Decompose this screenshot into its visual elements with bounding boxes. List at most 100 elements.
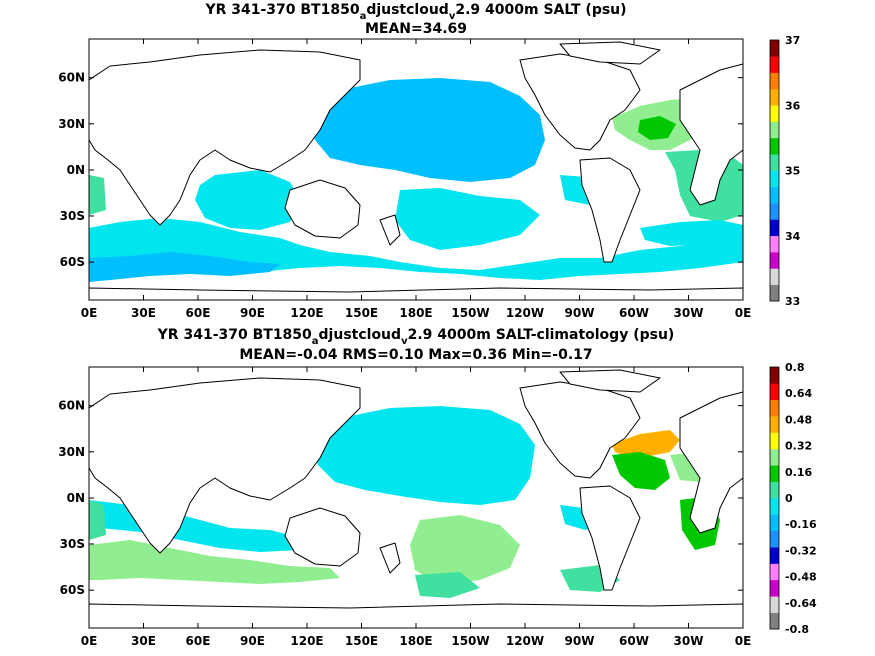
colorbar-swatch (770, 72, 779, 90)
colorbar-swatch (770, 530, 779, 548)
panel-1-region-pacific-north (310, 78, 545, 182)
x-tick-label: 60W (619, 634, 649, 648)
x-tick-label: 0E (81, 306, 98, 320)
x-tick-label: 150E (345, 306, 378, 320)
colorbar-label: 0.16 (785, 466, 812, 479)
colorbar-swatch (770, 284, 779, 302)
panel-2: YR 341-370 BT1850adjustcloudv2.9 4000m S… (58, 327, 817, 648)
panel-1-yticks: 60N 30N 0N 30S 60S (58, 71, 743, 269)
panel-2-colorbar: 0.8 0.64 0.48 0.32 0.16 0 -0.16 -0.32 -0.48 -0.64… (769, 361, 817, 636)
panel-2-subtitle: MEAN=-0.04 RMS=0.10 Max=0.36 Min=-0.17 (239, 347, 592, 363)
colorbar-swatch (770, 56, 779, 73)
y-tick-label: 30N (58, 445, 85, 459)
x-tick-label: 150E (345, 634, 378, 648)
colorbar-swatch (770, 399, 779, 417)
colorbar-swatch (770, 88, 779, 106)
panel-2-region-pacific-south (410, 515, 520, 585)
colorbar-swatch (770, 416, 779, 433)
panel-1-title: YR 341-370 BT1850adjustcloudv2.9 4000m S… (204, 2, 626, 22)
panel-1-xticks: 0E 30E 60E 90E 120E 150E 180E 150W 120W 90W 60W 30W… (81, 39, 752, 320)
panel-1-subtitle: MEAN=34.69 (365, 21, 467, 37)
colorbar-swatch (770, 268, 779, 285)
y-tick-label: 60N (58, 399, 85, 413)
x-tick-label: 30W (674, 634, 704, 648)
colorbar-swatch (770, 121, 779, 139)
y-tick-label: 0N (67, 163, 85, 177)
colorbar-label: 0.48 (785, 413, 812, 426)
colorbar-swatch (770, 481, 779, 499)
colorbar-label: 0.32 (785, 440, 812, 453)
colorbar-swatch (770, 448, 779, 466)
colorbar-swatch (770, 170, 779, 188)
colorbar-swatch (770, 252, 779, 269)
x-tick-label: 0E (735, 306, 752, 320)
colorbar-swatch (770, 40, 779, 57)
panel-1-region-south-deep (89, 252, 280, 282)
colorbar-swatch (770, 465, 779, 482)
colorbar-label: 35 (785, 165, 800, 178)
y-tick-label: 30N (58, 117, 85, 131)
colorbar-swatch (770, 186, 779, 204)
panel-2-region-atlantic-green (612, 452, 670, 490)
x-tick-label: 120W (506, 634, 544, 648)
colorbar-swatch (770, 105, 779, 122)
panel-2-coastlines (89, 369, 743, 628)
colorbar-swatch (770, 137, 779, 155)
panel-2-xticks: 0E 30E 60E 90E 120E 150E 180E 150W 120W 90W 60W 30W… (81, 367, 752, 648)
colorbar-swatch (770, 612, 779, 630)
x-tick-label: 180E (399, 634, 432, 648)
x-tick-label: 60E (186, 634, 211, 648)
panel-2-region-pacific-north (312, 406, 535, 505)
x-tick-label: 90E (240, 634, 265, 648)
x-tick-label: 120W (506, 306, 544, 320)
y-tick-label: 30S (60, 209, 85, 223)
colorbar-swatch (770, 547, 779, 564)
panel-2-region-west-edge (89, 500, 106, 540)
colorbar-swatch (770, 498, 779, 515)
x-tick-label: 30E (131, 306, 156, 320)
x-tick-label: 150W (451, 634, 489, 648)
x-tick-label: 60W (619, 306, 649, 320)
colorbar-label: 0.8 (785, 361, 805, 374)
x-tick-label: 120E (290, 306, 323, 320)
colorbar-swatch (770, 367, 779, 384)
colorbar-label: 33 (785, 295, 800, 308)
x-tick-label: 30E (131, 634, 156, 648)
panel-2-yticks: 60N 30N 0N 30S 60S (58, 399, 743, 597)
x-tick-label: 0E (735, 634, 752, 648)
x-tick-label: 90E (240, 306, 265, 320)
colorbar-swatch (770, 154, 779, 171)
y-tick-label: 0N (67, 491, 85, 505)
panel-1-region-atlantic-core (638, 116, 676, 140)
colorbar-label: 0 (785, 492, 793, 505)
colorbar-label: -0.32 (785, 544, 817, 557)
colorbar-swatch (770, 579, 779, 597)
panel-1-region-atlantic-south (640, 220, 743, 246)
colorbar-frame (769, 366, 780, 630)
panel-1: YR 341-370 BT1850adjustcloudv2.9 4000m S… (58, 2, 800, 320)
colorbar-label: -0.48 (785, 571, 817, 584)
x-tick-label: 0E (81, 634, 98, 648)
colorbar-label: -0.8 (785, 623, 809, 636)
colorbar-swatch (770, 383, 779, 401)
panel-1-region-indian (195, 170, 300, 230)
x-tick-label: 150W (451, 306, 489, 320)
x-tick-label: 90W (565, 306, 595, 320)
x-tick-label: 60E (186, 306, 211, 320)
colorbar-frame (769, 39, 780, 302)
y-tick-label: 60S (60, 255, 85, 269)
colorbar-label: 34 (785, 230, 801, 243)
colorbar-label: -0.64 (785, 597, 817, 610)
panel-1-region-pacific-south (395, 188, 540, 250)
panel-2-title: YR 341-370 BT1850adjustcloudv2.9 4000m S… (157, 327, 675, 347)
colorbar-label: 36 (785, 99, 801, 112)
panel-1-colorbar: 33 34 35 36 37 (769, 34, 801, 308)
colorbar-swatch (770, 563, 779, 581)
colorbar-swatch (770, 432, 779, 450)
panel-2-region-atlantic-orange (612, 430, 680, 458)
panel-2-map (89, 367, 743, 628)
colorbar-label: -0.16 (785, 518, 817, 531)
panel-1-map (89, 39, 743, 300)
colorbar-swatch (770, 219, 779, 237)
